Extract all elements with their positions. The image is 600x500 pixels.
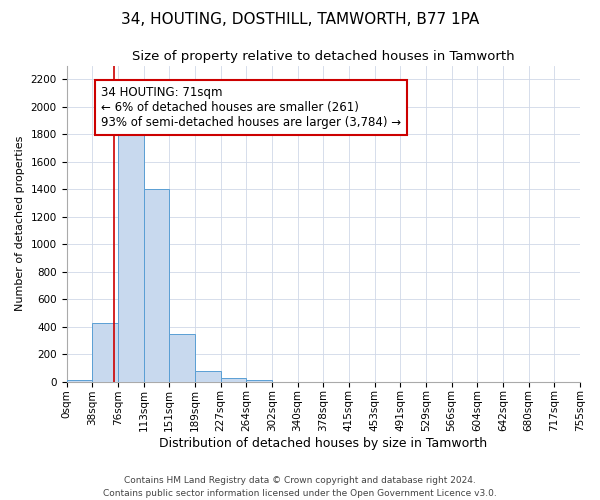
Text: 34 HOUTING: 71sqm
← 6% of detached houses are smaller (261)
93% of semi-detached: 34 HOUTING: 71sqm ← 6% of detached house…: [101, 86, 401, 129]
Text: 34, HOUTING, DOSTHILL, TAMWORTH, B77 1PA: 34, HOUTING, DOSTHILL, TAMWORTH, B77 1PA: [121, 12, 479, 28]
Text: Contains HM Land Registry data © Crown copyright and database right 2024.
Contai: Contains HM Land Registry data © Crown c…: [103, 476, 497, 498]
Y-axis label: Number of detached properties: Number of detached properties: [15, 136, 25, 312]
Title: Size of property relative to detached houses in Tamworth: Size of property relative to detached ho…: [132, 50, 515, 63]
Bar: [195, 370, 221, 382]
Bar: [92, 322, 118, 382]
Bar: [143, 190, 169, 382]
X-axis label: Distribution of detached houses by size in Tamworth: Distribution of detached houses by size …: [159, 437, 487, 450]
Bar: [221, 378, 246, 382]
Bar: [169, 334, 195, 382]
Bar: [246, 380, 272, 382]
Bar: [118, 132, 143, 382]
Bar: [67, 380, 92, 382]
